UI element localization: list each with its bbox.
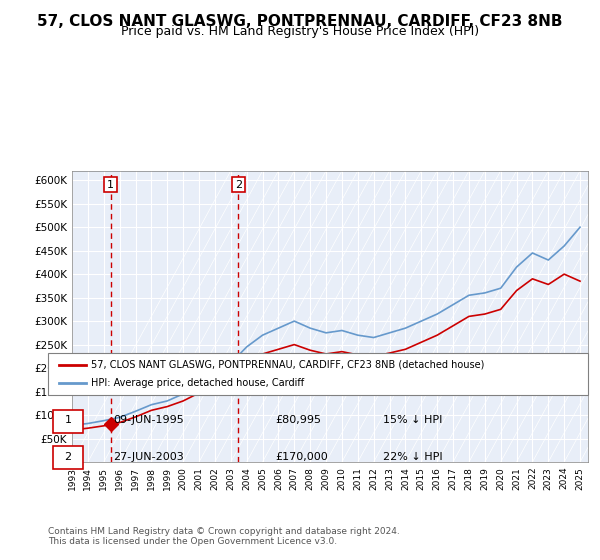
Text: £80,995: £80,995 — [275, 416, 321, 426]
Text: 1: 1 — [107, 180, 114, 189]
Text: Contains HM Land Registry data © Crown copyright and database right 2024.
This d: Contains HM Land Registry data © Crown c… — [48, 526, 400, 546]
Text: £170,000: £170,000 — [275, 452, 328, 462]
Text: Price paid vs. HM Land Registry's House Price Index (HPI): Price paid vs. HM Land Registry's House … — [121, 25, 479, 38]
Text: 22% ↓ HPI: 22% ↓ HPI — [383, 452, 442, 462]
Text: 2: 2 — [235, 180, 242, 189]
Text: 1: 1 — [64, 416, 71, 426]
Text: 15% ↓ HPI: 15% ↓ HPI — [383, 416, 442, 426]
Text: 57, CLOS NANT GLASWG, PONTPRENNAU, CARDIFF, CF23 8NB (detached house): 57, CLOS NANT GLASWG, PONTPRENNAU, CARDI… — [91, 360, 485, 370]
Text: 09-JUN-1995: 09-JUN-1995 — [113, 416, 184, 426]
FancyBboxPatch shape — [48, 353, 588, 395]
FancyBboxPatch shape — [53, 446, 83, 469]
Text: 27-JUN-2003: 27-JUN-2003 — [113, 452, 184, 462]
Text: HPI: Average price, detached house, Cardiff: HPI: Average price, detached house, Card… — [91, 378, 304, 388]
Text: 2: 2 — [64, 452, 71, 462]
FancyBboxPatch shape — [53, 410, 83, 432]
Text: 57, CLOS NANT GLASWG, PONTPRENNAU, CARDIFF, CF23 8NB: 57, CLOS NANT GLASWG, PONTPRENNAU, CARDI… — [37, 14, 563, 29]
